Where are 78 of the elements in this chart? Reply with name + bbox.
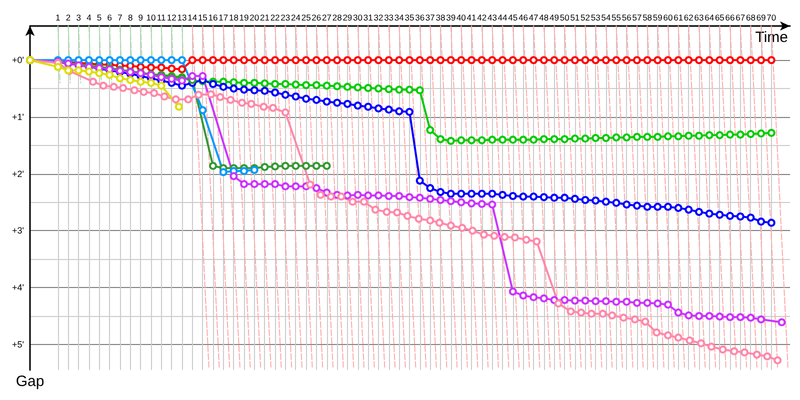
x-tick-label: 6 <box>107 12 112 22</box>
x-tick-label: 44 <box>498 12 508 22</box>
x-tick-label: 40 <box>456 12 466 22</box>
x-tick-label: 14 <box>188 12 198 22</box>
x-tick-label: 41 <box>466 12 477 22</box>
x-tick-label: 67 <box>736 12 746 22</box>
x-tick-label: 70 <box>766 12 776 22</box>
x-tick-label: 63 <box>694 12 704 22</box>
x-tick-label: 32 <box>374 12 384 22</box>
x-tick-label: 49 <box>550 12 560 22</box>
x-tick-label: 64 <box>704 12 714 22</box>
x-tick-label: 34 <box>394 12 404 22</box>
x-tick-label: 9 <box>138 12 144 22</box>
x-axis-title: Time <box>755 29 788 46</box>
y-tick-label: +5' <box>12 339 24 350</box>
x-tick-label: 54 <box>601 12 611 22</box>
y-tick-label: +0' <box>12 55 24 66</box>
x-tick-label: 52 <box>580 12 590 22</box>
x-tick-label: 15 <box>198 12 208 22</box>
x-tick-label: 2 <box>66 12 71 22</box>
x-tick-label: 62 <box>684 12 694 22</box>
y-tick-label: +4' <box>12 282 24 293</box>
x-tick-label: 3 <box>76 12 82 22</box>
x-tick-label: 8 <box>128 12 133 22</box>
x-tick-label: 20 <box>250 12 260 22</box>
x-tick-label: 24 <box>291 12 301 22</box>
x-tick-label: 37 <box>425 12 436 22</box>
x-tick-label: 55 <box>612 12 622 22</box>
x-tick-label: 5 <box>96 12 102 22</box>
x-tick-label: 60 <box>663 12 673 22</box>
x-tick-label: 51 <box>570 12 580 22</box>
x-tick-label: 43 <box>487 12 498 22</box>
x-tick-label: 45 <box>508 12 518 22</box>
y-tick-label: +1' <box>12 112 24 122</box>
x-tick-label: 53 <box>590 12 601 22</box>
x-tick-label: 25 <box>301 12 312 22</box>
x-tick-label: 13 <box>177 12 187 22</box>
x-tick-label: 19 <box>239 12 250 22</box>
y-axis-title: Gap <box>16 373 44 390</box>
x-tick-label: 31 <box>363 12 374 22</box>
x-tick-label: 27 <box>322 12 332 22</box>
x-tick-label: 21 <box>260 12 270 22</box>
x-tick-label: 46 <box>518 12 528 22</box>
x-tick-label: 66 <box>725 12 736 22</box>
y-tick-label: +2' <box>12 168 24 179</box>
y-tick-label: +3' <box>12 226 24 236</box>
x-tick-label: 69 <box>756 12 766 22</box>
x-tick-label: 36 <box>415 12 425 22</box>
x-tick-label: 1 <box>56 12 61 22</box>
x-tick-label: 50 <box>560 12 570 22</box>
x-tick-label: 18 <box>228 12 239 22</box>
x-tick-label: 57 <box>632 12 642 22</box>
x-tick-label: 39 <box>446 12 456 22</box>
x-tick-label: 33 <box>384 12 394 22</box>
x-tick-label: 4 <box>86 12 92 22</box>
x-tick-label: 68 <box>746 12 756 22</box>
x-tick-label: 7 <box>118 12 123 22</box>
x-tick-label: 16 <box>208 12 218 22</box>
x-tick-label: 56 <box>622 12 632 22</box>
x-tick-label: 35 <box>404 12 414 22</box>
x-tick-label: 58 <box>642 12 652 22</box>
x-tick-label: 12 <box>166 12 177 22</box>
x-tick-label: 28 <box>332 12 342 22</box>
x-tick-label: 11 <box>156 12 166 22</box>
x-tick-label: 38 <box>436 12 446 22</box>
x-tick-label: 29 <box>342 12 352 22</box>
x-tick-label: 65 <box>714 12 725 22</box>
x-tick-label: 59 <box>652 12 663 22</box>
x-tick-label: 30 <box>353 12 363 22</box>
x-tick-label: 22 <box>270 12 280 22</box>
x-tick-label: 26 <box>312 12 322 22</box>
x-tick-label: 61 <box>674 12 684 22</box>
x-tick-label: 23 <box>280 12 290 22</box>
x-tick-label: 42 <box>477 12 487 22</box>
x-tick-label: 10 <box>146 12 156 22</box>
x-tick-label: 47 <box>528 12 539 22</box>
x-tick-label: 48 <box>539 12 549 22</box>
x-tick-label: 17 <box>218 12 228 22</box>
